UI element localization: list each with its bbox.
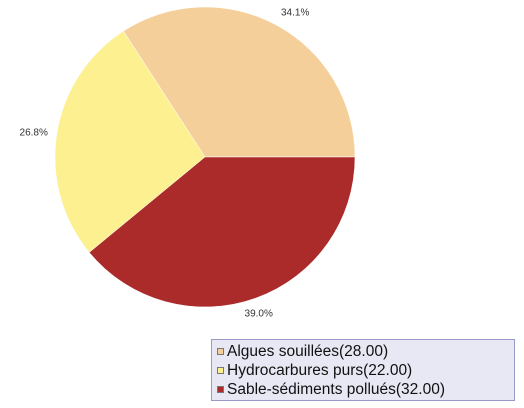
legend-swatch-algues: [217, 348, 224, 355]
legend-swatch-sable: [217, 386, 224, 393]
pie-slices: [54, 6, 356, 308]
legend-item-sable: Sable-sédiments pollués(32.00): [217, 380, 514, 399]
pie-percent-label-algues: 34.1%: [281, 7, 309, 18]
legend-label-algues: Algues souillées(28.00): [227, 342, 389, 360]
legend-item-hydrocarbures: Hydrocarbures purs(22.00): [217, 361, 514, 380]
legend-swatch-hydrocarbures: [217, 367, 224, 374]
pie-slice-algues: [123, 6, 356, 158]
pie-percent-label-hydrocarbures: 26.8%: [20, 128, 48, 139]
pie-slice-sable: [88, 156, 356, 308]
legend-item-algues: Algues souillées(28.00): [217, 342, 514, 361]
legend-label-hydrocarbures: Hydrocarbures purs(22.00): [227, 361, 413, 379]
legend-label-sable: Sable-sédiments pollués(32.00): [227, 380, 445, 398]
pie-chart: 34.1% 26.8% 39.0%: [20, 6, 356, 320]
pie-percent-labels: 34.1% 26.8% 39.0%: [20, 7, 310, 319]
pie-slice-hydrocarbures: [54, 30, 206, 253]
chart-legend: Algues souillées(28.00) Hydrocarbures pu…: [211, 339, 515, 401]
pie-percent-label-sable: 39.0%: [245, 309, 273, 320]
